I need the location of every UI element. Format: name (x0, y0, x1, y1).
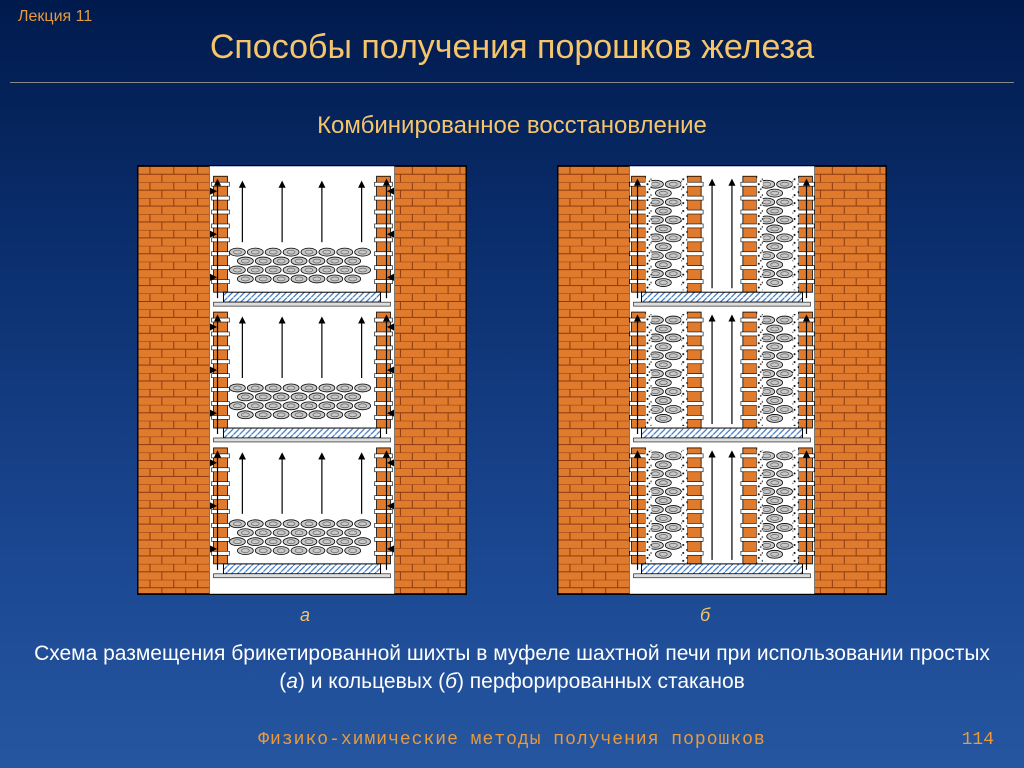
panel-a-label: а (300, 605, 310, 626)
diagram-row (0, 165, 1024, 595)
panel-b (557, 165, 887, 595)
title-rule (10, 82, 1014, 83)
panel-a (137, 165, 467, 595)
panel-b-label: б (700, 605, 710, 626)
subtitle: Комбинированное восстановление (0, 112, 1024, 140)
footer-text: Физико-химические методы получения порош… (0, 730, 1024, 750)
caption: Схема размещения брикетированной шихты в… (30, 640, 994, 697)
page-title: Способы получения порошков железа (0, 28, 1024, 67)
lecture-label: Лекция 11 (18, 8, 92, 26)
page-number: 114 (962, 730, 994, 750)
